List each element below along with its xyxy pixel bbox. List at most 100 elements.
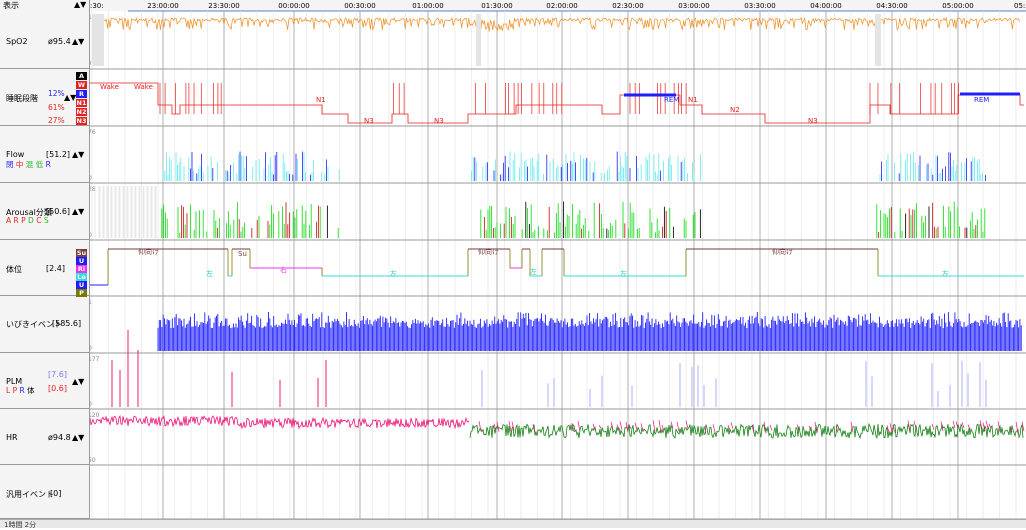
arousal-scale-arrows[interactable]: ▲▼ <box>72 207 85 216</box>
hr-scale-arrows[interactable]: ▲▼ <box>72 433 85 442</box>
arousal-legend-item: D <box>28 216 37 225</box>
display-label: 表示 <box>3 1 19 10</box>
row-position[interactable]: 体位 [2.4] Su U Ri Le U P <box>0 240 90 297</box>
hr-overlay <box>889 423 893 433</box>
stage-pct-n3: 27% <box>48 116 65 125</box>
arousal-scale-bottom: 0 <box>90 232 92 239</box>
plm-legend-item: L <box>6 386 13 395</box>
hr-overlay <box>952 420 956 429</box>
hr-overlay <box>610 421 614 431</box>
spo2-gap <box>476 14 481 66</box>
hr-overlay <box>835 425 839 433</box>
flow-scale-arrows[interactable]: ▲▼ <box>72 150 85 159</box>
flow-event-bars <box>162 151 986 181</box>
hr-overlay <box>1021 421 1025 432</box>
hr-overlay <box>1015 421 1019 434</box>
row-spo2[interactable]: SpO2 ø95.4 ▲▼ <box>0 11 90 69</box>
plm-scale-top: 177 <box>90 356 100 363</box>
arousal-event-bars <box>94 186 986 238</box>
position-label: 体位 <box>6 265 22 274</box>
spo2-label: SpO2 <box>6 37 28 46</box>
stage-annotation: N1 <box>688 96 698 104</box>
row-hr[interactable]: HR ø94.8 ▲▼ <box>0 409 90 465</box>
hr-overlay <box>892 425 896 433</box>
position-box-ri: Ri <box>76 265 87 273</box>
hr-overlay <box>997 421 1001 432</box>
stage-annotation: N1 <box>316 96 326 104</box>
row-generic-event[interactable]: 汎用イベント [0] <box>0 465 90 519</box>
flow-scale-bottom: 0 <box>90 175 92 182</box>
hr-overlay <box>988 423 992 429</box>
hr-overlay <box>619 421 623 430</box>
flow-legend: 閉 中 混 低 R <box>6 159 51 170</box>
row-snore[interactable]: いびきイベント [585.6] <box>0 296 90 353</box>
snore-scale-top: 1 <box>90 299 92 306</box>
hr-trace <box>90 414 1025 440</box>
snore-label: いびきイベント <box>6 320 62 329</box>
plm-value-bottom: [0.6] <box>48 384 67 393</box>
snore-value: [585.6] <box>52 319 82 328</box>
hr-overlay <box>658 419 662 433</box>
hr-overlay <box>496 421 500 432</box>
row-arousal[interactable]: Arousal分類 [50.6] ▲▼ A R P D C S <box>0 183 90 240</box>
stage-annotation: N2 <box>730 106 740 114</box>
position-box-u: U <box>76 257 87 265</box>
time-label-left-fragment: :30: <box>90 2 104 10</box>
hr-overlay <box>616 424 620 430</box>
position-annotation: 仰向け <box>138 247 159 256</box>
arousal-legend-item: R <box>13 216 22 225</box>
hr-overlay <box>577 420 581 432</box>
position-value: [2.4] <box>46 264 65 273</box>
position-annotation: 左 <box>390 269 397 278</box>
time-label: 04:30:00 <box>876 2 907 10</box>
plm-event-bars <box>111 330 987 407</box>
plm-legend-item: 体 <box>27 386 35 395</box>
time-label: 23:30:00 <box>208 2 239 10</box>
signal-plot-area[interactable]: :30: 23:00:00 23:30:00 00:00:00 00:30:00 01:0… <box>90 0 1026 527</box>
position-annotation: Su <box>238 250 247 258</box>
position-box-le: Le <box>76 273 87 281</box>
row-plm[interactable]: PLM [7.6] [0.6] ▲▼ L P R 体 <box>0 353 90 409</box>
hr-line-pink <box>90 414 470 430</box>
hr-scale-bottom: 50 <box>90 457 96 464</box>
row-flow[interactable]: Flow [51.2] ▲▼ 閉 中 混 低 R <box>0 126 90 183</box>
plm-scale-arrows[interactable]: ▲▼ <box>72 377 85 386</box>
time-scale-arrows[interactable]: ▲▼ <box>74 0 87 9</box>
bottom-scrollbar[interactable] <box>0 519 1026 528</box>
position-annotation: 左 <box>942 269 949 278</box>
hr-overlay <box>907 420 911 432</box>
stage-annotation: REM <box>664 96 679 104</box>
hr-overlay <box>493 423 497 432</box>
spo2-gap <box>92 14 104 66</box>
hr-overlay <box>985 420 989 429</box>
spo2-scale-arrows[interactable]: ▲▼ <box>72 37 85 46</box>
hr-overlay <box>598 425 602 429</box>
hr-overlay <box>592 423 596 431</box>
arousal-legend-item: S <box>43 216 49 225</box>
time-label: 01:00:00 <box>412 2 443 10</box>
spo2-trace <box>92 14 1020 66</box>
time-label: 02:00:00 <box>546 2 577 10</box>
row-sleep-stage[interactable]: 睡眠段階 ▲▼ 12% 61% 27% A W R N1 N2 N3 <box>0 69 90 126</box>
time-label: 23:00:00 <box>147 2 178 10</box>
stage-box-w: W <box>76 81 87 89</box>
spo2-gap <box>875 14 881 66</box>
arousal-legend-item: A <box>6 216 14 225</box>
stage-scale-arrows[interactable]: ▲▼ <box>64 93 77 102</box>
time-label: 04:00:00 <box>810 2 841 10</box>
position-annotation: 右 <box>280 265 287 274</box>
bottom-status: 1時間 2分 <box>4 521 37 529</box>
stage-annotation: REM <box>974 96 989 104</box>
plm-value-top: [7.6] <box>48 370 67 379</box>
hr-overlay <box>913 420 917 429</box>
flow-value: [51.2] <box>46 150 71 159</box>
hr-overlay <box>712 424 716 433</box>
position-annotation: 左 <box>530 267 537 276</box>
stage-label: 睡眠段階 <box>6 94 38 103</box>
time-header: :30: 23:00:00 23:30:00 00:00:00 00:30:00 01:0… <box>90 0 1026 12</box>
plm-label: PLM <box>6 377 23 386</box>
hr-overlay <box>685 420 689 429</box>
hr-overlay <box>532 424 536 434</box>
spo2-value: ø95.4 <box>48 37 71 46</box>
